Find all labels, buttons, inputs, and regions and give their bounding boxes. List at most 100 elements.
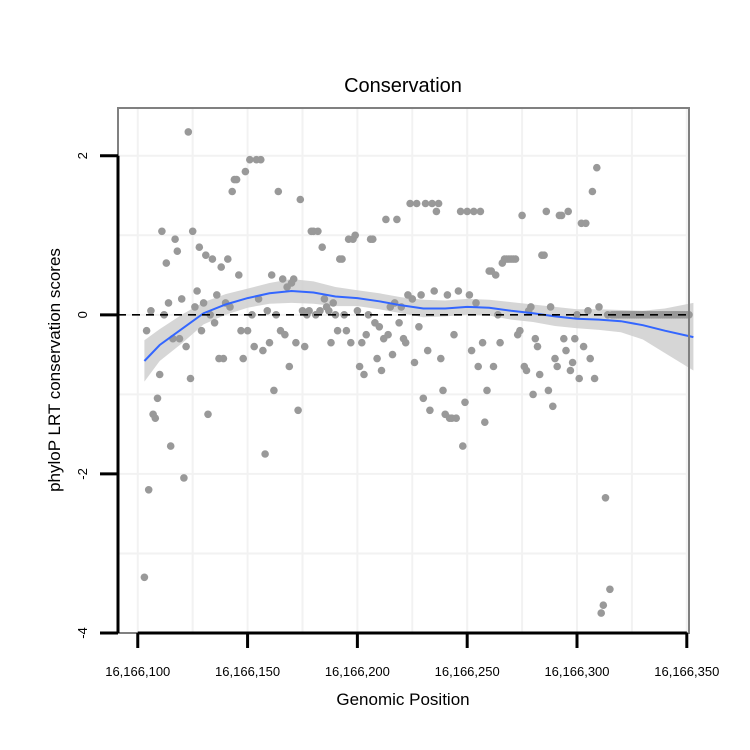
data-point — [434, 199, 443, 208]
data-point — [452, 414, 461, 423]
data-point — [191, 303, 199, 311]
data-point — [384, 330, 392, 339]
data-point — [590, 374, 599, 383]
data-point — [533, 342, 542, 351]
data-point — [573, 311, 581, 319]
data-point — [461, 398, 469, 407]
confidence-band — [144, 279, 694, 382]
x-tick-label: 16,166,200 — [325, 664, 390, 679]
data-point — [237, 326, 245, 335]
data-point — [182, 342, 190, 351]
data-point — [232, 175, 241, 184]
data-point — [522, 366, 531, 375]
data-point — [267, 271, 276, 279]
data-point — [382, 215, 390, 224]
data-point — [549, 402, 557, 411]
data-point — [327, 338, 335, 347]
data-point — [546, 303, 555, 311]
data-point — [314, 227, 322, 236]
data-point — [417, 291, 425, 299]
data-point — [518, 211, 526, 220]
smooth-curve — [143, 289, 694, 362]
data-point — [305, 307, 313, 315]
data-point — [177, 295, 186, 303]
data-point — [151, 414, 160, 423]
data-point — [557, 211, 566, 220]
data-point — [474, 362, 483, 371]
data-point — [560, 334, 568, 343]
data-point — [206, 311, 214, 319]
data-point — [588, 187, 597, 196]
data-point — [202, 251, 210, 259]
data-point — [470, 207, 478, 216]
data-point — [472, 299, 480, 307]
y-axis-label: phyloP LRT conservation scores — [45, 248, 64, 492]
data-point — [147, 307, 155, 315]
data-point — [439, 386, 447, 395]
data-point — [235, 271, 243, 279]
x-tick-label: 16,166,350 — [654, 664, 719, 679]
data-point — [166, 442, 175, 450]
data-point — [496, 338, 504, 347]
data-point — [270, 386, 278, 395]
data-point — [351, 231, 360, 240]
data-point — [566, 366, 575, 375]
data-point — [246, 155, 254, 164]
data-points — [140, 128, 693, 617]
confidence-ribbon — [144, 279, 694, 382]
data-point — [426, 406, 434, 415]
data-point — [593, 163, 601, 172]
data-point — [175, 334, 184, 343]
data-point — [410, 358, 419, 367]
data-point — [316, 307, 324, 315]
data-point — [459, 442, 467, 450]
data-point — [162, 259, 171, 267]
data-point — [325, 307, 333, 315]
data-point — [393, 215, 401, 224]
data-point — [158, 227, 166, 236]
data-point — [360, 370, 368, 379]
data-point — [274, 187, 283, 196]
panel-background — [118, 108, 689, 633]
x-tick-label: 16,166,250 — [435, 664, 500, 679]
data-point — [195, 243, 204, 251]
data-point — [516, 326, 524, 335]
data-point — [421, 199, 430, 208]
data-point — [204, 410, 212, 419]
data-point — [224, 255, 232, 263]
data-point — [456, 207, 465, 216]
data-point — [281, 330, 289, 339]
data-point — [364, 311, 373, 319]
y-tick-label: -4 — [75, 627, 90, 639]
data-point — [213, 291, 221, 299]
data-point — [296, 195, 305, 204]
data-point — [208, 255, 217, 263]
data-point — [478, 338, 487, 347]
data-point — [250, 342, 258, 351]
data-point — [412, 199, 421, 208]
data-point — [228, 187, 236, 196]
data-point — [579, 342, 588, 351]
data-point — [257, 155, 265, 164]
data-point — [419, 394, 428, 403]
data-point — [285, 362, 294, 371]
data-point — [586, 354, 594, 363]
data-point — [155, 370, 164, 379]
data-point — [377, 366, 386, 375]
x-tick-label: 16,166,300 — [544, 664, 609, 679]
data-point — [467, 346, 476, 355]
data-point — [292, 338, 300, 347]
data-point — [353, 307, 362, 315]
data-point — [531, 334, 540, 343]
data-point — [369, 235, 377, 243]
x-tick-label: 16,166,100 — [105, 664, 170, 679]
chart-title: Conservation — [344, 75, 462, 97]
data-point — [463, 207, 472, 216]
data-point — [278, 275, 287, 283]
data-point — [430, 287, 439, 295]
data-point — [355, 362, 364, 371]
data-point — [428, 199, 436, 208]
data-point — [542, 207, 551, 216]
data-point — [300, 342, 309, 351]
